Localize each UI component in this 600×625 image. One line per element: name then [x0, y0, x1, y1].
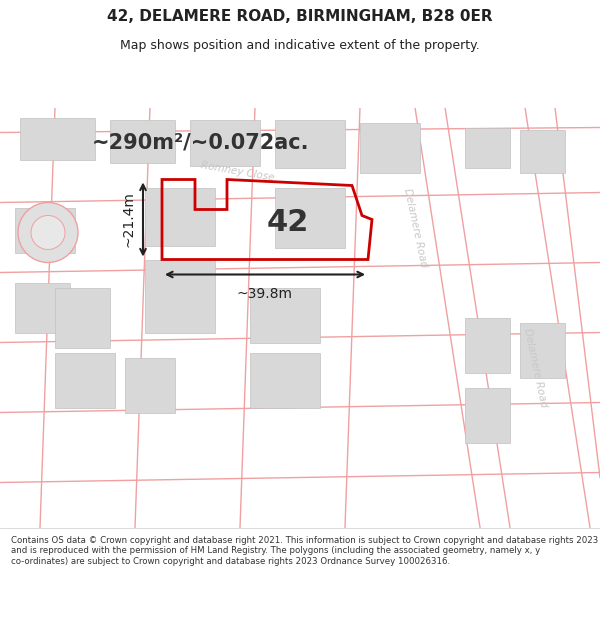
Polygon shape	[110, 119, 175, 162]
Polygon shape	[145, 259, 215, 332]
Polygon shape	[275, 188, 345, 248]
Polygon shape	[55, 352, 115, 408]
Text: Contains OS data © Crown copyright and database right 2021. This information is : Contains OS data © Crown copyright and d…	[11, 536, 598, 566]
Polygon shape	[275, 119, 345, 168]
Polygon shape	[465, 318, 510, 372]
Text: Delamere Road: Delamere Road	[402, 187, 428, 268]
Polygon shape	[360, 122, 420, 172]
Polygon shape	[145, 188, 215, 246]
Circle shape	[31, 216, 65, 249]
Text: Romney Close: Romney Close	[200, 160, 275, 182]
Text: Map shows position and indicative extent of the property.: Map shows position and indicative extent…	[120, 39, 480, 51]
Text: ~290m²/~0.072ac.: ~290m²/~0.072ac.	[91, 132, 309, 152]
Polygon shape	[465, 127, 510, 168]
Polygon shape	[20, 118, 95, 159]
Polygon shape	[190, 119, 260, 166]
Polygon shape	[250, 288, 320, 342]
Circle shape	[18, 202, 78, 262]
Polygon shape	[55, 288, 110, 348]
Polygon shape	[15, 208, 75, 252]
Polygon shape	[465, 388, 510, 442]
Text: ~39.8m: ~39.8m	[237, 286, 293, 301]
Text: Delamere Road: Delamere Road	[522, 327, 548, 408]
Polygon shape	[520, 129, 565, 173]
Polygon shape	[15, 282, 70, 332]
Text: 42: 42	[267, 208, 309, 237]
Polygon shape	[520, 322, 565, 378]
Polygon shape	[125, 357, 175, 412]
Text: ~21.4m: ~21.4m	[121, 191, 135, 248]
Polygon shape	[250, 352, 320, 408]
Text: 42, DELAMERE ROAD, BIRMINGHAM, B28 0ER: 42, DELAMERE ROAD, BIRMINGHAM, B28 0ER	[107, 9, 493, 24]
